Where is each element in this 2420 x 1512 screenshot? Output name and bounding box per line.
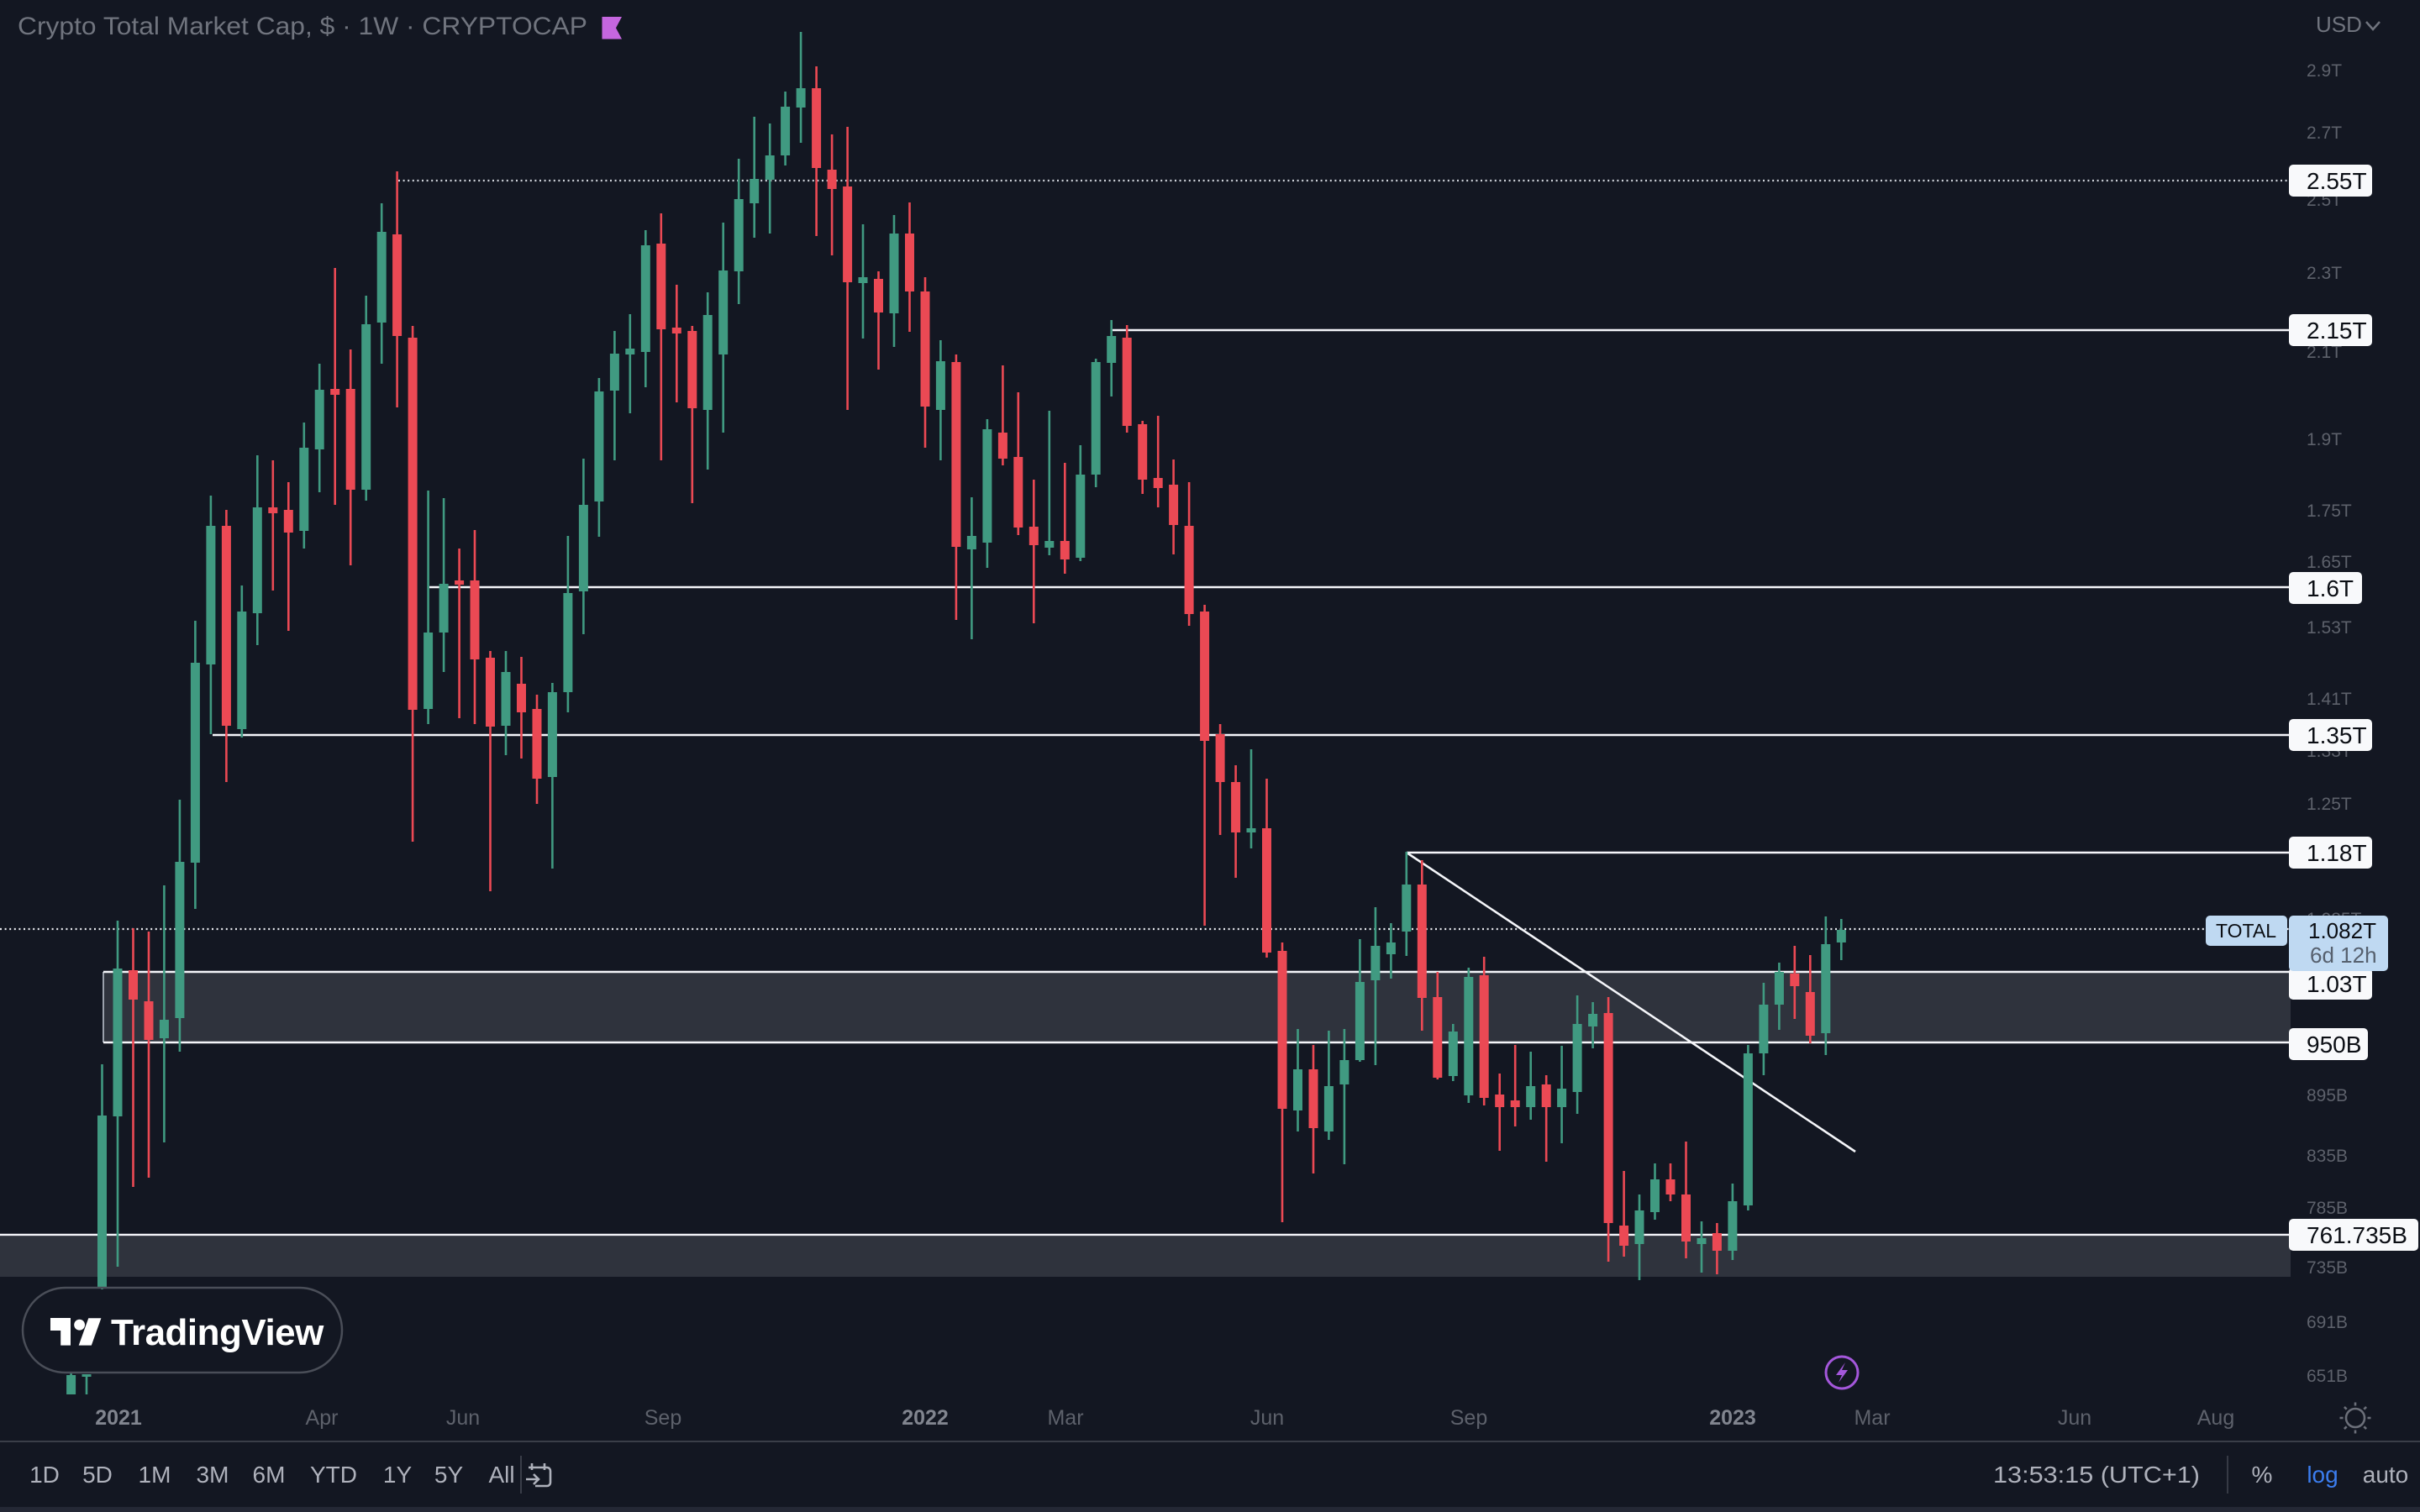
svg-text:YTD: YTD	[310, 1462, 357, 1488]
svg-text:Jun: Jun	[2058, 1406, 2091, 1430]
svg-text:1.53T: 1.53T	[2307, 618, 2352, 638]
svg-text:6d 12h: 6d 12h	[2310, 942, 2377, 968]
svg-text:2.1T: 2.1T	[2307, 343, 2342, 362]
svg-text:Sep: Sep	[644, 1406, 681, 1430]
svg-text:Jun: Jun	[1250, 1406, 1284, 1430]
svg-text:TOTAL: TOTAL	[2216, 920, 2276, 942]
svg-text:2.9T: 2.9T	[2307, 61, 2342, 81]
svg-text:761.735B: 761.735B	[2307, 1222, 2407, 1248]
svg-text:2.55T: 2.55T	[2307, 168, 2367, 194]
svg-text:950B: 950B	[2307, 1032, 2361, 1058]
svg-text:2.15T: 2.15T	[2307, 318, 2367, 344]
svg-text:6M: 6M	[253, 1462, 286, 1488]
svg-text:13:53:15 (UTC+1): 13:53:15 (UTC+1)	[1993, 1462, 2200, 1488]
svg-text:Sep: Sep	[1450, 1406, 1487, 1430]
svg-text:1.75T: 1.75T	[2307, 501, 2352, 521]
svg-text:1.9T: 1.9T	[2307, 430, 2342, 449]
svg-text:1.03T: 1.03T	[2307, 971, 2367, 997]
svg-text:TradingView: TradingView	[111, 1312, 324, 1353]
svg-text:3M: 3M	[197, 1462, 229, 1488]
svg-text:691B: 691B	[2307, 1313, 2348, 1332]
svg-text:1.65T: 1.65T	[2307, 553, 2352, 572]
svg-text:785B: 785B	[2307, 1199, 2348, 1218]
svg-text:USD: USD	[2316, 12, 2362, 37]
svg-text:651B: 651B	[2307, 1367, 2348, 1386]
svg-text:log: log	[2307, 1462, 2338, 1488]
svg-text:5D: 5D	[82, 1462, 113, 1488]
svg-text:1.25T: 1.25T	[2307, 795, 2352, 814]
svg-text:Crypto Total Market Cap, $ · 1: Crypto Total Market Cap, $ · 1W · CRYPTO…	[18, 13, 587, 40]
svg-text:Aug: Aug	[2197, 1406, 2234, 1430]
svg-text:1.6T: 1.6T	[2307, 575, 2354, 601]
svg-text:Mar: Mar	[1047, 1406, 1083, 1430]
svg-text:Apr: Apr	[306, 1406, 339, 1430]
svg-text:1M: 1M	[139, 1462, 171, 1488]
svg-text:1D: 1D	[29, 1462, 60, 1488]
svg-text:2022: 2022	[902, 1406, 949, 1430]
svg-text:auto: auto	[2363, 1462, 2409, 1488]
svg-text:1.35T: 1.35T	[2307, 722, 2367, 748]
svg-text:1.082T: 1.082T	[2308, 918, 2376, 943]
svg-text:2021: 2021	[95, 1406, 142, 1430]
svg-text:Mar: Mar	[1854, 1406, 1890, 1430]
svg-text:Jun: Jun	[446, 1406, 480, 1430]
svg-text:895B: 895B	[2307, 1086, 2348, 1105]
svg-text:2.7T: 2.7T	[2307, 123, 2342, 143]
svg-text:2023: 2023	[1709, 1406, 1756, 1430]
svg-text:5Y: 5Y	[434, 1462, 464, 1488]
svg-text:%: %	[2252, 1462, 2273, 1488]
svg-text:835B: 835B	[2307, 1147, 2348, 1166]
svg-text:All: All	[488, 1462, 514, 1488]
svg-text:1Y: 1Y	[383, 1462, 413, 1488]
svg-text:2.3T: 2.3T	[2307, 264, 2342, 283]
svg-text:1.41T: 1.41T	[2307, 690, 2352, 709]
svg-text:1.18T: 1.18T	[2307, 840, 2367, 866]
svg-text:735B: 735B	[2307, 1258, 2348, 1278]
